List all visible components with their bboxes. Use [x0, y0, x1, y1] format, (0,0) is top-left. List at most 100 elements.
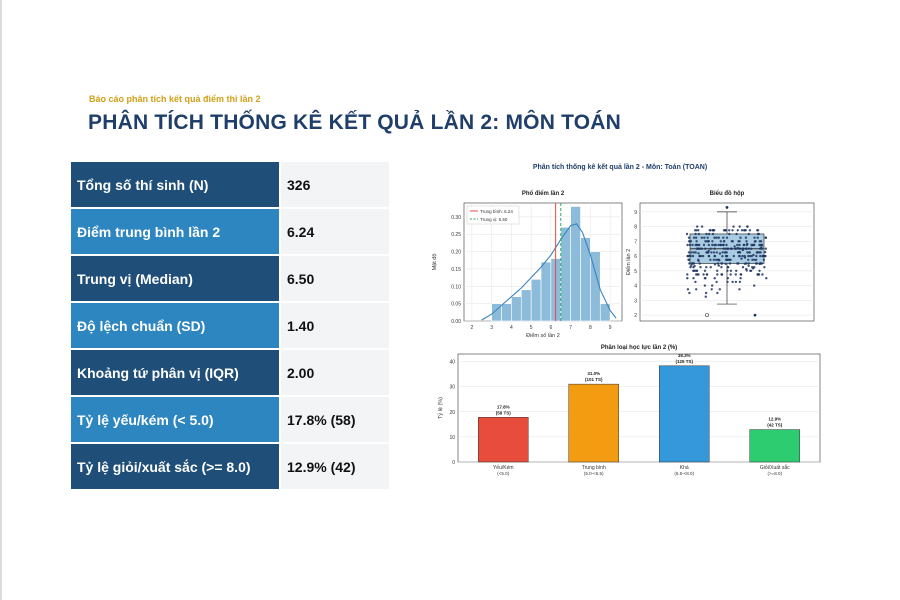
- data-point: [710, 251, 713, 254]
- data-point: [741, 266, 745, 269]
- data-point: [753, 236, 756, 239]
- stats-label: Khoảng tứ phân vị (IQR): [71, 350, 279, 395]
- data-point: [758, 240, 761, 243]
- data-point: [753, 284, 756, 287]
- histogram-title: Phổ điểm lần 2: [522, 190, 565, 197]
- data-point: [694, 280, 697, 284]
- data-point: [742, 243, 745, 247]
- data-point: [698, 262, 701, 265]
- data-point: [715, 236, 718, 239]
- stats-label: Điểm trung bình lần 2: [71, 209, 279, 254]
- data-point: [739, 273, 743, 276]
- data-point: [713, 263, 717, 266]
- boxplot-title: Biểu đồ hộp: [710, 190, 745, 197]
- data-point: [760, 262, 763, 265]
- x-tick-label: Giỏi/Xuất sắc: [760, 464, 790, 471]
- data-point: [702, 243, 706, 247]
- data-point: [716, 262, 720, 265]
- x-tick-label: Khá: [680, 465, 689, 471]
- y-tick-label: 7: [634, 239, 637, 245]
- data-point: [731, 229, 734, 232]
- data-point: [715, 280, 718, 284]
- data-point: [728, 232, 731, 236]
- stats-row: Tổng số thí sinh (N) 326: [71, 162, 389, 207]
- bar-count-label: (42 TS): [767, 423, 783, 428]
- data-point: [739, 277, 742, 280]
- data-point: [737, 240, 740, 243]
- data-point: [718, 259, 721, 262]
- stats-row: Độ lệch chuẩn (SD) 1.40: [71, 303, 389, 348]
- y-tick-label: 0.20: [451, 250, 461, 256]
- data-point: [758, 262, 761, 266]
- classification-chart: Phân loại học lực lần 2 (%) 0 10 20 30 40 17.8…: [437, 345, 821, 476]
- x-tick-label: 8: [589, 325, 592, 331]
- data-point: [686, 277, 689, 280]
- y-tick-label: 0: [452, 460, 455, 466]
- data-point: [713, 254, 717, 258]
- stats-row: Tỷ lệ giỏi/xuất sắc (>= 8.0) 12.9% (42): [71, 444, 389, 489]
- data-point: [738, 247, 742, 250]
- y-tick-label: 0.10: [451, 284, 461, 290]
- data-point: [708, 229, 711, 232]
- y-tick-label: 0.30: [451, 215, 461, 221]
- data-point: [720, 262, 723, 265]
- stats-row: Khoảng tứ phân vị (IQR) 2.00: [71, 350, 389, 395]
- data-point: [747, 264, 750, 267]
- stats-row: Điểm trung bình lần 2 6.24: [71, 209, 389, 254]
- data-point: [702, 273, 705, 276]
- data-point: [688, 262, 691, 265]
- data-point: [713, 247, 716, 250]
- data-point: [705, 232, 708, 236]
- data-point: [712, 251, 716, 254]
- data-point: [695, 240, 698, 243]
- data-point: [745, 240, 748, 243]
- data-point: [688, 243, 692, 247]
- data-point: [732, 254, 735, 258]
- data-point: [750, 243, 753, 247]
- data-point: [698, 243, 701, 247]
- data-point: [716, 273, 719, 276]
- data-point: [716, 269, 719, 272]
- data-point: [734, 280, 738, 284]
- data-point: [743, 254, 746, 258]
- data-point: [746, 242, 749, 246]
- data-point: [747, 258, 750, 261]
- data-point: [730, 247, 733, 250]
- data-point: [749, 269, 753, 272]
- data-point: [761, 273, 764, 276]
- data-point: [697, 232, 701, 236]
- bar-value-label: 12.9%: [768, 417, 781, 422]
- data-point: [687, 251, 691, 254]
- data-point: [690, 251, 693, 254]
- x-tick-label: 9: [609, 325, 612, 331]
- data-point: [695, 269, 699, 272]
- data-point: [740, 229, 744, 232]
- data-point: [700, 225, 704, 228]
- stats-label: Độ lệch chuẩn (SD): [71, 303, 279, 348]
- data-point: [693, 264, 696, 268]
- data-point: [729, 269, 733, 272]
- data-point: [726, 280, 729, 284]
- data-point: [751, 267, 755, 270]
- histogram-bar: [599, 303, 611, 322]
- data-point: [705, 273, 709, 276]
- data-point: [694, 251, 697, 254]
- histogram-bar: [511, 296, 522, 322]
- data-point: [696, 273, 699, 276]
- x-tick-label: 7: [569, 325, 572, 331]
- data-point: [707, 232, 711, 236]
- figure-title: Phân tích thống kê kết quả lần 2 - Môn: …: [532, 164, 708, 171]
- data-point: [717, 264, 720, 267]
- data-point: [736, 229, 739, 232]
- data-point: [754, 240, 757, 243]
- data-point: [727, 258, 730, 261]
- histogram-bar: [560, 226, 571, 322]
- data-point: [687, 236, 691, 239]
- data-point: [750, 254, 753, 258]
- data-point: [761, 254, 765, 258]
- data-point: [757, 273, 760, 276]
- stats-label: Trung vị (Median): [71, 256, 279, 301]
- outlier-point: [705, 313, 709, 318]
- data-point: [750, 247, 753, 250]
- data-point: [738, 254, 741, 258]
